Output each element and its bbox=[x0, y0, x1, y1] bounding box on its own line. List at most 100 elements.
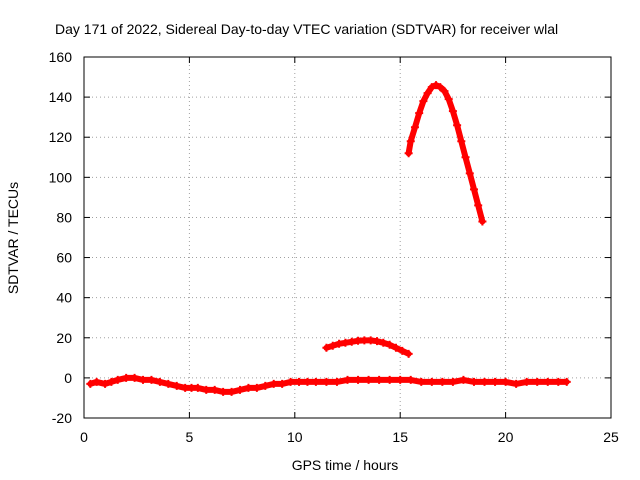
data-point bbox=[235, 385, 244, 394]
data-point bbox=[219, 387, 228, 396]
y-tick-label: 40 bbox=[56, 290, 72, 306]
data-point bbox=[375, 375, 384, 384]
data-point bbox=[419, 97, 428, 106]
data-point bbox=[322, 377, 331, 386]
data-point bbox=[328, 341, 337, 350]
x-tick-label: 0 bbox=[80, 429, 88, 445]
data-point bbox=[113, 375, 122, 384]
data-point bbox=[461, 153, 470, 162]
data-point bbox=[478, 217, 487, 226]
data-point bbox=[147, 375, 156, 384]
data-point bbox=[261, 381, 270, 390]
data-point bbox=[122, 373, 131, 382]
y-tick-label: 140 bbox=[49, 89, 73, 105]
data-point bbox=[193, 383, 202, 392]
data-point bbox=[252, 383, 261, 392]
data-point bbox=[139, 375, 148, 384]
data-point bbox=[410, 123, 419, 132]
data-point bbox=[311, 377, 320, 386]
data-point bbox=[480, 377, 489, 386]
data-point bbox=[303, 377, 312, 386]
data-point bbox=[427, 83, 436, 92]
data-point bbox=[347, 337, 356, 346]
data-point bbox=[164, 379, 173, 388]
data-point bbox=[448, 107, 457, 116]
data-point bbox=[373, 337, 382, 346]
data-point bbox=[396, 375, 405, 384]
data-point bbox=[210, 385, 219, 394]
data-point bbox=[332, 377, 341, 386]
data-point bbox=[415, 109, 424, 118]
x-tick-label: 20 bbox=[498, 429, 514, 445]
data-point bbox=[172, 381, 181, 390]
data-point bbox=[278, 379, 287, 388]
data-point bbox=[457, 137, 466, 146]
data-point bbox=[459, 375, 468, 384]
x-tick-label: 15 bbox=[392, 429, 408, 445]
data-point bbox=[92, 377, 101, 386]
chart-title: Day 171 of 2022, Sidereal Day-to-day VTE… bbox=[55, 21, 558, 37]
series-arc-low bbox=[322, 336, 413, 358]
x-tick-label: 5 bbox=[186, 429, 194, 445]
data-point bbox=[322, 343, 331, 352]
x-tick-label: 10 bbox=[287, 429, 303, 445]
data-point bbox=[341, 338, 350, 347]
y-tick-label: 160 bbox=[49, 49, 73, 65]
data-point bbox=[379, 338, 388, 347]
plot-frame bbox=[83, 56, 612, 419]
data-point bbox=[512, 379, 521, 388]
data-point bbox=[501, 377, 510, 386]
series-arc-high bbox=[404, 81, 487, 226]
series-trace bbox=[405, 82, 486, 225]
data-point bbox=[404, 149, 413, 158]
data-point bbox=[335, 339, 344, 348]
data-point bbox=[522, 377, 531, 386]
data-point bbox=[474, 201, 483, 210]
data-point bbox=[533, 377, 542, 386]
data-point bbox=[406, 375, 415, 384]
data-point bbox=[469, 185, 478, 194]
data-point bbox=[406, 137, 415, 146]
data-point bbox=[101, 379, 110, 388]
y-tick-label: -20 bbox=[52, 410, 72, 426]
data-point bbox=[436, 83, 445, 92]
series-layer bbox=[86, 81, 571, 396]
data-point bbox=[354, 375, 363, 384]
data-point bbox=[404, 349, 413, 358]
data-point bbox=[398, 346, 407, 355]
data-point bbox=[286, 377, 295, 386]
data-point bbox=[469, 377, 478, 386]
y-tick-label: 60 bbox=[56, 250, 72, 266]
y-tick-label: 100 bbox=[49, 169, 73, 185]
data-point bbox=[130, 373, 139, 382]
x-axis-label: GPS time / hours bbox=[292, 457, 399, 473]
data-point bbox=[465, 169, 474, 178]
data-point bbox=[562, 377, 571, 386]
data-point bbox=[438, 377, 447, 386]
data-point bbox=[423, 89, 432, 98]
data-point bbox=[107, 377, 116, 386]
data-point bbox=[269, 379, 278, 388]
data-point bbox=[543, 377, 552, 386]
data-point bbox=[86, 379, 95, 388]
y-tick-label: 20 bbox=[56, 330, 72, 346]
x-tick-labels: 0 5 10 15 20 25 bbox=[80, 429, 619, 445]
data-point bbox=[453, 121, 462, 130]
data-point bbox=[385, 340, 394, 349]
data-point bbox=[385, 375, 394, 384]
data-point bbox=[295, 377, 304, 386]
tick-layer bbox=[83, 56, 612, 419]
data-point bbox=[491, 377, 500, 386]
y-tick-labels: -20 0 20 40 60 80 100 120 140 160 bbox=[49, 49, 73, 426]
data-point bbox=[364, 375, 373, 384]
data-point bbox=[202, 385, 211, 394]
data-point bbox=[448, 377, 457, 386]
data-point bbox=[554, 377, 563, 386]
data-point bbox=[417, 377, 426, 386]
data-point bbox=[427, 377, 436, 386]
series-baseline bbox=[86, 373, 571, 396]
grid-layer bbox=[84, 57, 611, 418]
data-point bbox=[391, 343, 400, 352]
data-point bbox=[432, 81, 441, 90]
